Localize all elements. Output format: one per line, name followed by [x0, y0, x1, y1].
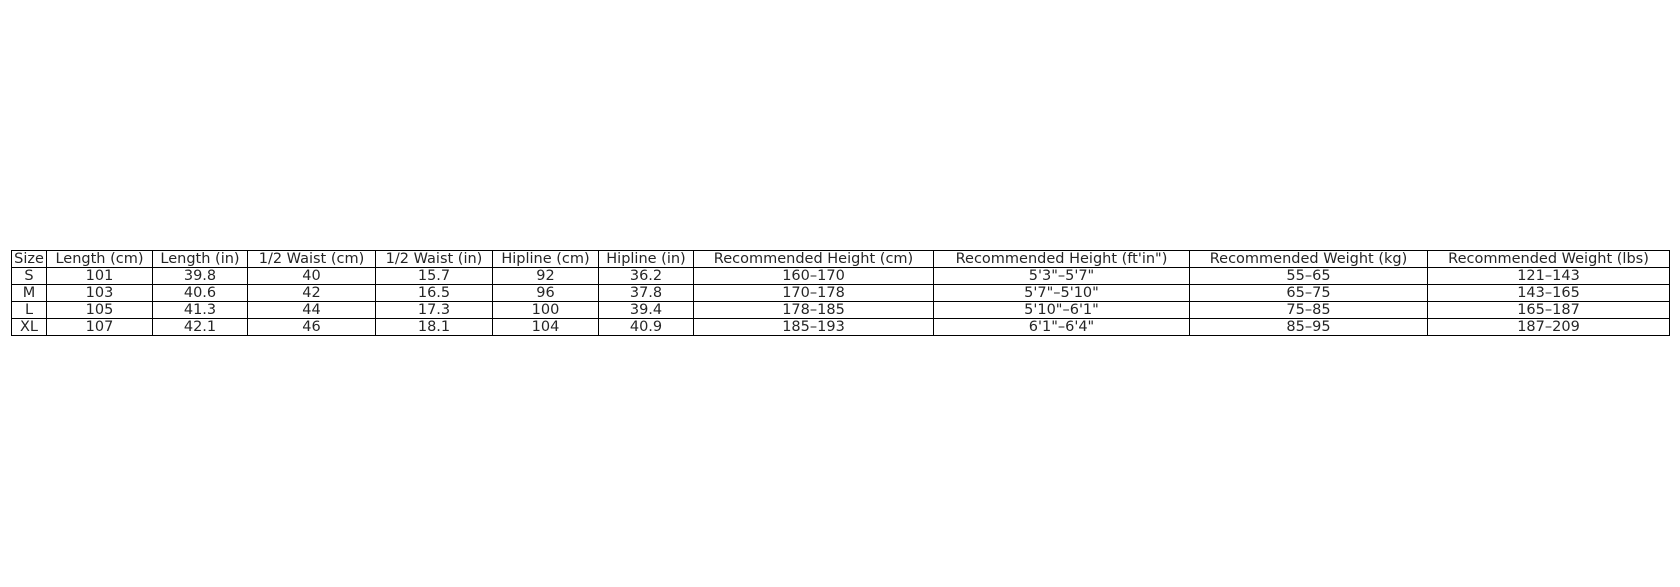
- table-cell: 36.2: [598, 267, 694, 285]
- table-cell: 5'7"–5'10": [933, 284, 1190, 302]
- table-cell: 44: [247, 301, 376, 319]
- table-cell: 37.8: [598, 284, 694, 302]
- table-cell: 85–95: [1189, 318, 1428, 336]
- table-row: M 103 40.6 42 16.5 96 37.8 170–178 5'7"–5'10" 65–…: [11, 284, 1670, 302]
- column-header: 1/2 Waist (cm): [247, 250, 376, 268]
- column-header: Recommended Height (cm): [693, 250, 934, 268]
- table-cell: 103: [46, 284, 153, 302]
- column-header: Recommended Height (ft'in"): [933, 250, 1190, 268]
- table-cell: 40: [247, 267, 376, 285]
- table-cell: 6'1"–6'4": [933, 318, 1190, 336]
- table-cell: 107: [46, 318, 153, 336]
- column-header: Size: [11, 250, 47, 268]
- table-cell: 41.3: [152, 301, 248, 319]
- column-header: 1/2 Waist (in): [375, 250, 493, 268]
- table-cell: 5'3"–5'7": [933, 267, 1190, 285]
- table-cell: 185–193: [693, 318, 934, 336]
- table-cell: 55–65: [1189, 267, 1428, 285]
- table-cell: 160–170: [693, 267, 934, 285]
- table-cell: 105: [46, 301, 153, 319]
- table-cell: M: [11, 284, 47, 302]
- table-cell: 121–143: [1427, 267, 1670, 285]
- column-header: Length (in): [152, 250, 248, 268]
- table-cell: 170–178: [693, 284, 934, 302]
- table-cell: 75–85: [1189, 301, 1428, 319]
- table-cell: 16.5: [375, 284, 493, 302]
- table-row: XL 107 42.1 46 18.1 104 40.9 185–193 6'1"–6'4" 85…: [11, 318, 1670, 336]
- table-cell: 165–187: [1427, 301, 1670, 319]
- table-cell: XL: [11, 318, 47, 336]
- table-cell: 96: [492, 284, 599, 302]
- table-cell: 187–209: [1427, 318, 1670, 336]
- table-cell: 42: [247, 284, 376, 302]
- column-header: Recommended Weight (kg): [1189, 250, 1428, 268]
- size-chart-table: Size Length (cm) Length (in) 1/2 Waist (cm)…: [11, 250, 1670, 336]
- table-cell: 18.1: [375, 318, 493, 336]
- table-row: S 101 39.8 40 15.7 92 36.2 160–170 5'3"–5'7" 55–6…: [11, 267, 1670, 285]
- table-cell: 39.8: [152, 267, 248, 285]
- table-cell: 39.4: [598, 301, 694, 319]
- table-cell: 40.9: [598, 318, 694, 336]
- table-cell: L: [11, 301, 47, 319]
- table-cell: 5'10"–6'1": [933, 301, 1190, 319]
- table-cell: 178–185: [693, 301, 934, 319]
- table-cell: 101: [46, 267, 153, 285]
- table-cell: 17.3: [375, 301, 493, 319]
- table-cell: 143–165: [1427, 284, 1670, 302]
- table-cell: 46: [247, 318, 376, 336]
- header-row: Size Length (cm) Length (in) 1/2 Waist (cm)…: [11, 250, 1670, 268]
- table-cell: 40.6: [152, 284, 248, 302]
- column-header: Length (cm): [46, 250, 153, 268]
- table-cell: 42.1: [152, 318, 248, 336]
- table-cell: 65–75: [1189, 284, 1428, 302]
- table-row: L 105 41.3 44 17.3 100 39.4 178–185 5'10"–6'1" 75…: [11, 301, 1670, 319]
- column-header: Hipline (in): [598, 250, 694, 268]
- column-header: Hipline (cm): [492, 250, 599, 268]
- table-cell: 104: [492, 318, 599, 336]
- table-cell: 100: [492, 301, 599, 319]
- table-cell: 92: [492, 267, 599, 285]
- table-cell: S: [11, 267, 47, 285]
- table-cell: 15.7: [375, 267, 493, 285]
- column-header: Recommended Weight (lbs): [1427, 250, 1670, 268]
